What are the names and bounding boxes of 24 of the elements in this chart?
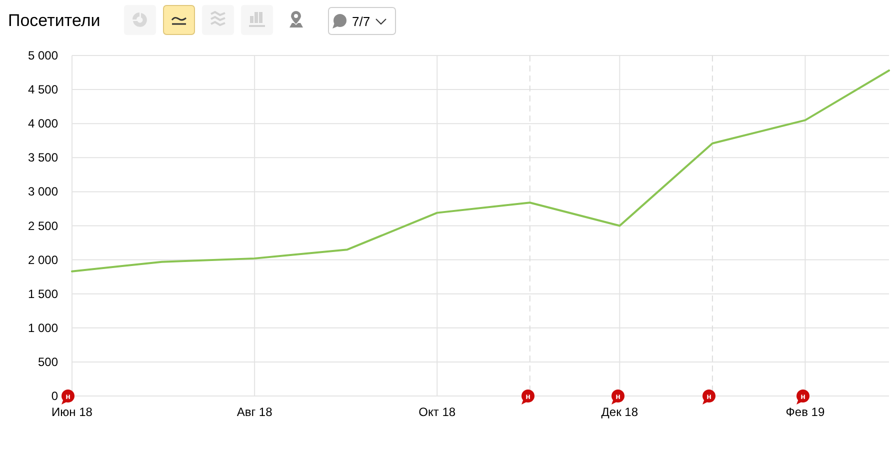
x-tick-label: Дек 18 [601, 405, 638, 419]
text: 7/7 [352, 14, 370, 29]
line-series [71, 69, 890, 272]
annotation: н [616, 392, 621, 401]
y-tick-label: 0 [51, 389, 58, 403]
y-tick-label: 3 500 [28, 150, 58, 165]
y-tick-label: 500 [38, 354, 58, 369]
chart-title: Посетители [8, 11, 100, 30]
y-tick-label: 5 000 [28, 48, 58, 62]
y-tick-label: 3 000 [28, 184, 58, 199]
y-tick-label: 4 000 [28, 116, 58, 131]
annotation: н [706, 392, 712, 401]
x-tick-label: Окт 18 [418, 405, 456, 419]
text: н [66, 392, 71, 401]
x-tick-label: Авг 18 [236, 405, 273, 419]
annotation: н [526, 392, 531, 401]
x-tick-label: Июн 18 [52, 405, 93, 419]
y-tick-label: 1 500 [28, 286, 58, 301]
annotation: н [800, 392, 806, 401]
x-tick-label: Фев 19 [786, 405, 825, 419]
y-tick-label: 1 000 [28, 320, 58, 335]
y-tick-label: 2 500 [28, 218, 58, 233]
y-tick-label: 2 000 [28, 252, 58, 267]
y-tick-label: 4 500 [28, 82, 58, 97]
